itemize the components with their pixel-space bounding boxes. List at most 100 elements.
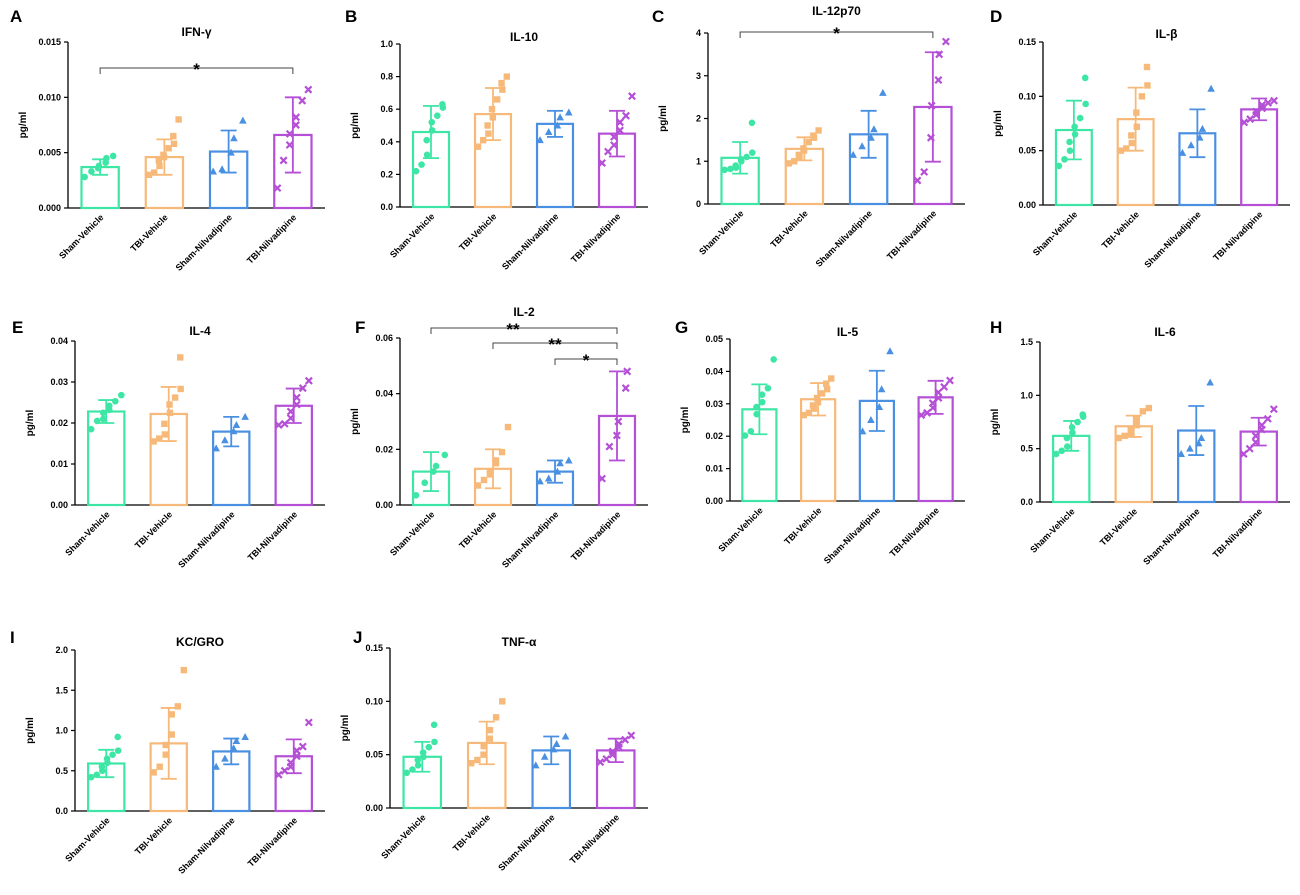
- y-tick-label: 0.06: [375, 333, 393, 343]
- marker-7-0-circle: [1064, 443, 1071, 450]
- category-label: TBI-Nilvadipine: [569, 211, 622, 264]
- marker-2-1-square: [810, 132, 817, 139]
- y-tick-label: 0: [696, 199, 701, 209]
- category-label: Sham-Vehicle: [57, 212, 105, 260]
- marker-2-2-triangle: [867, 133, 875, 141]
- category-label: Sham-Nilvadipine: [496, 812, 556, 872]
- marker-4-1-square: [161, 431, 169, 438]
- marker-6-1-square: [800, 411, 807, 419]
- marker-5-3-cross: [623, 367, 632, 376]
- marker-2-0-circle: [749, 149, 756, 156]
- marker-0-2-triangle: [239, 116, 247, 124]
- chart-panel-F: F IL-2 pg/ml 0.00 0.02 0.04 0.06 Sham-Vehicle TB…: [350, 305, 648, 570]
- marker-1-1-square: [499, 86, 506, 93]
- y-tick-label: 0.02: [50, 418, 68, 428]
- panel-letter: J: [353, 628, 362, 647]
- y-tick-label: 0.15: [1018, 37, 1036, 47]
- panel-letter: I: [10, 628, 15, 647]
- marker-5-3-cross: [612, 431, 621, 440]
- marker-8-3-cross: [280, 766, 289, 775]
- category-label: Sham-Vehicle: [716, 505, 764, 553]
- marker-7-1-square: [1145, 404, 1153, 412]
- y-axis-label: pg/ml: [25, 717, 36, 744]
- significance-bracket: [99, 67, 294, 74]
- marker-8-0-circle: [114, 747, 122, 754]
- y-tick-label: 0.8: [380, 72, 393, 82]
- marker-2-3-cross: [913, 176, 922, 185]
- marker-1-1-square: [485, 130, 492, 137]
- marker-0-3-cross: [273, 184, 282, 193]
- y-tick-label: 0.00: [50, 500, 68, 510]
- significance-label: *: [833, 24, 840, 43]
- y-tick-label: 0.02: [375, 444, 393, 454]
- marker-2-3-cross: [941, 37, 950, 46]
- marker-2-1-square: [800, 145, 807, 152]
- marker-6-2-triangle: [858, 427, 867, 435]
- marker-9-0-circle: [425, 743, 433, 751]
- marker-6-3-cross: [934, 388, 943, 397]
- significance-label: **: [548, 335, 562, 354]
- chart-title: IL-2: [513, 305, 535, 319]
- marker-0-3-cross: [285, 129, 294, 138]
- chart-panel-E: E IL-4 pg/ml 0.00 0.01 0.02 0.03 0.04 Sham-Vehic…: [12, 318, 325, 570]
- marker-4-3-cross: [286, 407, 295, 416]
- marker-1-1-square: [489, 114, 497, 121]
- marker-0-3-cross: [298, 96, 307, 105]
- chart-title: IL-12p70: [812, 4, 861, 18]
- marker-2-1-square: [791, 158, 798, 165]
- chart-title: TNF-α: [502, 635, 537, 649]
- marker-1-3-cross: [622, 111, 630, 120]
- significance-label: **: [506, 320, 520, 339]
- marker-5-0-circle: [430, 468, 437, 475]
- marker-5-1-square: [486, 468, 494, 475]
- marker-3-1-square: [1123, 145, 1130, 152]
- marker-2-1-square: [795, 151, 803, 159]
- category-label: Sham-Nilvadipine: [1142, 209, 1202, 269]
- category-label: Sham-Nilvadipine: [176, 509, 236, 569]
- marker-8-1-square: [174, 703, 182, 710]
- marker-4-3-cross: [280, 419, 289, 428]
- marker-8-3-cross: [298, 742, 307, 751]
- category-label: TBI-Nilvadipine: [888, 505, 941, 558]
- marker-7-3-cross: [1269, 405, 1278, 414]
- marker-4-0-circle: [118, 391, 125, 399]
- y-axis-label: pg/ml: [658, 105, 669, 132]
- marker-1-0-circle: [423, 151, 431, 159]
- marker-3-3-cross: [1240, 118, 1249, 127]
- chart-title: IL-β: [1156, 27, 1178, 41]
- y-tick-label: 3: [696, 71, 701, 81]
- marker-4-0-circle: [99, 409, 107, 417]
- y-tick-label: 0.05: [1018, 146, 1036, 156]
- marker-4-3-cross: [304, 376, 313, 385]
- marker-6-1-square: [818, 390, 826, 397]
- chart-panel-C: C IL-12p70 pg/ml 0 1 2 3 4 Sham-Vehicle TBI-Vehic…: [652, 4, 965, 269]
- marker-2-0-circle: [727, 165, 734, 173]
- marker-0-0-circle: [88, 168, 95, 175]
- marker-9-0-circle: [431, 738, 438, 746]
- chart-panel-D: D IL-β pg/ml 0.00 0.05 0.10 0.15 Sham-Vehicle TB…: [990, 7, 1290, 270]
- marker-8-3-cross: [286, 758, 295, 767]
- category-label: TBI-Vehicle: [782, 505, 823, 546]
- marker-6-3-cross: [945, 376, 954, 385]
- marker-3-1-square: [1133, 109, 1140, 116]
- y-tick-label: 0.03: [705, 399, 723, 409]
- marker-8-0-circle: [114, 733, 122, 741]
- marker-7-1-square: [1133, 415, 1140, 422]
- marker-8-1-square: [168, 711, 175, 718]
- marker-1-0-circle: [418, 161, 425, 168]
- chart-title: IL-6: [1154, 325, 1176, 339]
- marker-9-2-triangle: [561, 732, 570, 740]
- marker-7-2-triangle: [1186, 444, 1194, 452]
- marker-1-0-circle: [439, 101, 446, 108]
- marker-8-1-square: [168, 731, 175, 738]
- marker-7-3-cross: [1239, 450, 1248, 458]
- category-label: Sham-Vehicle: [697, 208, 745, 256]
- marker-1-1-square: [493, 96, 501, 103]
- marker-8-2-triangle: [212, 762, 220, 770]
- category-label: Sham-Nilvadipine: [174, 212, 234, 272]
- marker-7-0-circle: [1069, 429, 1076, 436]
- y-axis-label: pg/ml: [993, 110, 1004, 137]
- marker-1-2-triangle: [544, 128, 553, 136]
- marker-6-0-circle: [758, 398, 766, 406]
- marker-8-1-square: [150, 769, 157, 776]
